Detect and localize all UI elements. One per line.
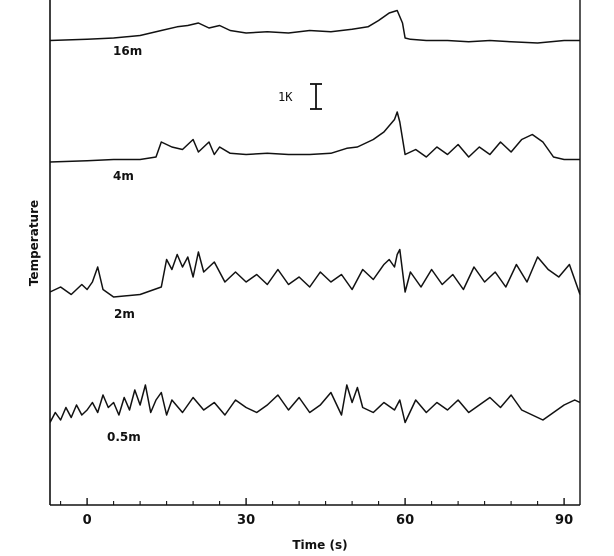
x-axis-ticks: 0 30 60 90 bbox=[60, 498, 573, 528]
trace-line-0-5m bbox=[49, 384, 581, 424]
trace-line-16m bbox=[49, 9, 580, 44]
x-tick-label: 0 bbox=[83, 513, 92, 528]
trace-line-4m bbox=[49, 111, 580, 163]
trace-line-2m bbox=[49, 248, 581, 298]
x-axis-label: Time (s) bbox=[292, 538, 347, 552]
plot-frame bbox=[49, 0, 581, 506]
trace-label: 0.5m bbox=[107, 430, 141, 444]
x-tick-label: 90 bbox=[555, 513, 573, 528]
trace-lines bbox=[49, 9, 581, 424]
x-tick-label: 30 bbox=[237, 513, 255, 528]
trace-label: 4m bbox=[113, 169, 134, 183]
y-axis-label: Temperature bbox=[27, 200, 41, 286]
trace-label: 2m bbox=[114, 307, 135, 321]
scale-bar: 1K bbox=[278, 83, 322, 110]
trace-label: 16m bbox=[113, 44, 142, 58]
x-tick-label: 60 bbox=[396, 513, 414, 528]
trace-labels: 16m 4m 2m 0.5m bbox=[107, 44, 142, 444]
scale-bar-label: 1K bbox=[278, 90, 293, 104]
